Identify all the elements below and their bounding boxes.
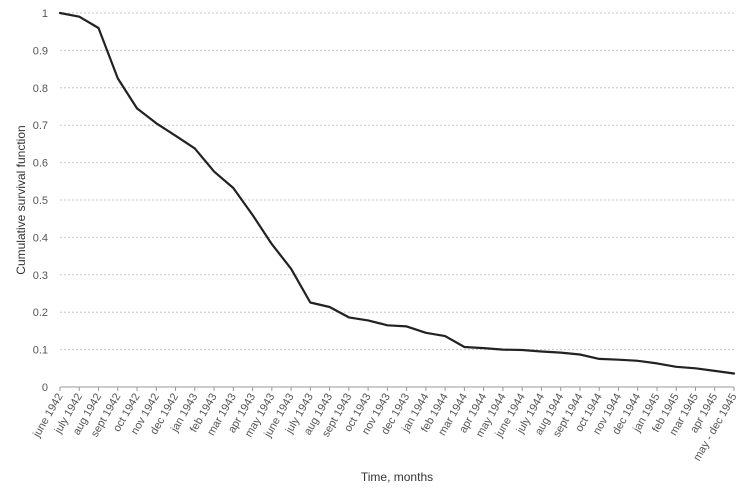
y-tick-label: 1 bbox=[42, 8, 48, 20]
y-axis-ticks: 0 0.1 0.2 0.3 0.4 0.5 0.6 0.7 0.8 0.9 1 bbox=[33, 8, 48, 394]
y-tick-label: 0.9 bbox=[33, 45, 48, 57]
y-tick-label: 0.7 bbox=[33, 120, 48, 132]
y-tick-label: 0.8 bbox=[33, 83, 48, 95]
y-tick-label: 0.1 bbox=[33, 345, 48, 357]
y-tick-label: 0.4 bbox=[33, 232, 48, 244]
x-axis bbox=[59, 386, 735, 391]
y-axis-label: Cumulative survival function bbox=[14, 125, 28, 274]
y-tick-label: 0 bbox=[42, 382, 48, 394]
y-tick-label: 0.3 bbox=[33, 270, 48, 282]
y-tick-label: 0.6 bbox=[33, 158, 48, 170]
gridlines bbox=[60, 12, 734, 351]
y-tick-label: 0.2 bbox=[33, 307, 48, 319]
x-axis-label: Time, months bbox=[361, 470, 433, 484]
series-line bbox=[58, 11, 736, 375]
y-tick-label: 0.5 bbox=[33, 195, 48, 207]
